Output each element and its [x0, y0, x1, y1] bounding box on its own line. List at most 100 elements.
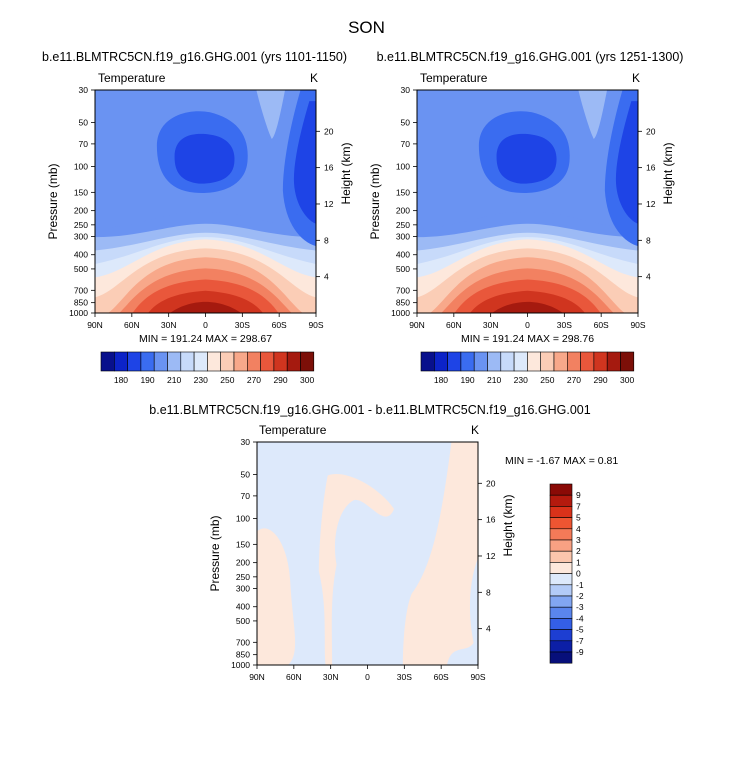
panel2-colorbar-box: [553, 351, 568, 372]
panel1-colorbar-box: [260, 351, 275, 372]
panel3-colorbar-label: -5: [576, 625, 584, 635]
panel2-left-label: Temperature: [420, 71, 488, 85]
field-band: [496, 133, 557, 184]
field-band: [257, 528, 296, 665]
panel1-colorbar-box: [207, 351, 221, 372]
panel3-y2tick-label: 4: [486, 624, 491, 634]
panel3-colorbar-box: [549, 550, 573, 563]
panel1-y2tick-label: 20: [324, 126, 334, 136]
panel1-colorbar-box: [233, 351, 248, 372]
panel1-ytick-label: 850: [74, 298, 88, 308]
panel1-colorbar-box: [153, 351, 168, 372]
panel3-ytick-label: 100: [236, 514, 250, 524]
panel3-ytick-label: 50: [241, 469, 251, 479]
panel2-colorbar-box: [447, 351, 462, 372]
panel2-ytick-label: 300: [396, 231, 410, 241]
panel1-y2label: Height (km): [339, 142, 353, 204]
panel2-colorbar-box: [433, 351, 448, 372]
panel1-ytick-label: 700: [74, 285, 88, 295]
panel2-right-label: K: [632, 71, 641, 85]
panel2-colorbar-box: [620, 351, 635, 372]
panel1-colorbar-box: [220, 351, 235, 372]
panel3-ytick-label: 200: [236, 558, 250, 568]
panel2-colorbar-box: [527, 351, 542, 372]
panel2-y2tick-label: 20: [646, 126, 656, 136]
panel1-ytick-label: 30: [79, 85, 89, 95]
panel1-right-label: K: [310, 71, 319, 85]
field-band: [402, 442, 478, 665]
panel2-colorbar-label: 180: [434, 375, 448, 385]
panel2-colorbar-box: [540, 351, 555, 372]
panel1-colorbar-box: [167, 351, 182, 372]
panel1-y2tick-label: 4: [324, 272, 329, 282]
panel1-colorbar-label: 250: [220, 375, 234, 385]
panel2-colorbar-label: 230: [514, 375, 528, 385]
panel3-xtick-label: 30N: [323, 672, 339, 682]
panel1-y2tick-label: 16: [324, 163, 334, 173]
panel1-ytick-label: 70: [79, 139, 89, 149]
panel2-colorbar-label: 300: [620, 375, 634, 385]
panel2-y2tick-label: 16: [646, 163, 656, 173]
panel2-colorbar-box: [580, 351, 595, 372]
figure-title: SON: [348, 18, 385, 37]
panel2-ytick-label: 150: [396, 187, 410, 197]
panel2-colorbar-box: [593, 351, 608, 372]
panel2-colorbar-box: [487, 351, 502, 372]
panel1-colorbar-box: [100, 351, 115, 372]
panel3-ytick-label: 250: [236, 572, 250, 582]
panel1-xtick-label: 90S: [308, 320, 323, 330]
panel3-colorbar-box: [549, 539, 573, 552]
panel3-ylabel: Pressure (mb): [208, 515, 222, 591]
panel1-title: b.e11.BLMTRC5CN.f19_g16.GHG.001 (yrs 110…: [42, 50, 348, 64]
panel1-colorbar-box: [180, 351, 195, 372]
panel3-ytick-label: 150: [236, 539, 250, 549]
panel3-colorbar-box: [549, 640, 573, 653]
field-band: [318, 474, 395, 665]
panel1-colorbar-box: [273, 351, 288, 372]
panel1-ytick-label: 300: [74, 231, 88, 241]
panel3-colorbar-label: -7: [576, 636, 584, 646]
panel1-colorbar-label: 230: [194, 375, 208, 385]
panel3-colorbar-box: [549, 618, 573, 630]
panel2-colorbar-label: 270: [567, 375, 581, 385]
panel3-colorbar-box: [549, 595, 573, 608]
panel2-colorbar-box: [473, 351, 488, 372]
panel3-title: b.e11.BLMTRC5CN.f19_g16.GHG.001 - b.e11.…: [149, 403, 591, 417]
panel3-colorbar-label: 2: [576, 546, 581, 556]
panel3-y2tick-label: 12: [486, 551, 496, 561]
panel1-colorbar-label: 190: [140, 375, 154, 385]
panel1-ytick-label: 500: [74, 264, 88, 274]
panel2-colorbar-box: [460, 351, 475, 372]
panel1-colorbar-label: 270: [247, 375, 261, 385]
panel2-xtick-label: 0: [525, 320, 530, 330]
panel1-ytick-label: 400: [74, 250, 88, 260]
panel1-colorbar-box: [247, 351, 261, 372]
panel1-left-label: Temperature: [98, 71, 166, 85]
panel2-colorbar-label: 290: [593, 375, 607, 385]
panel3-y2tick-label: 8: [486, 587, 491, 597]
panel1-xtick-label: 90N: [87, 320, 103, 330]
panel1-ytick-label: 200: [74, 206, 88, 216]
panel3-colorbar-label: 0: [576, 569, 581, 579]
panel1-colorbar-label: 180: [114, 375, 128, 385]
panel1-y2tick-label: 12: [324, 199, 334, 209]
panel3-colorbar-box: [549, 584, 573, 597]
panel1-colorbar-label: 210: [167, 375, 181, 385]
panel2-ytick-label: 100: [396, 162, 410, 172]
panel3-ytick-label: 1000: [231, 660, 250, 670]
panel1-colorbar-box: [140, 351, 155, 372]
panel2-ytick-label: 500: [396, 264, 410, 274]
panel3-ytick-label: 70: [241, 491, 251, 501]
panel1-colorbar-label: 290: [273, 375, 287, 385]
panel2-colorbar-box: [566, 351, 581, 372]
field-band: [578, 90, 608, 140]
panel1-ylabel: Pressure (mb): [46, 163, 60, 239]
panel3-xtick-label: 90N: [249, 672, 265, 682]
panel3-xtick-label: 60S: [434, 672, 449, 682]
panel3-colorbar-label: 7: [576, 501, 581, 511]
panel2-xtick-label: 90S: [630, 320, 645, 330]
panel3-colorbar-label: -9: [576, 647, 584, 657]
panel3-colorbar-box: [549, 606, 573, 619]
panel3-colorbar-label: 1: [576, 557, 581, 567]
